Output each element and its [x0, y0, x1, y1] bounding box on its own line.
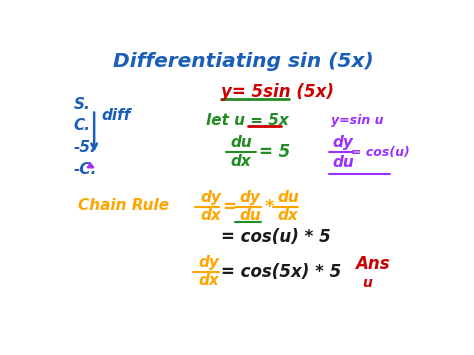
- Text: = 5: = 5: [259, 143, 291, 162]
- Text: dx: dx: [199, 273, 219, 289]
- Text: dy: dy: [333, 135, 354, 150]
- Text: = cos(u): = cos(u): [351, 146, 410, 159]
- Text: C.: C.: [74, 119, 91, 133]
- Text: du: du: [278, 190, 300, 204]
- Text: dy: dy: [239, 190, 260, 204]
- Text: *: *: [264, 198, 273, 215]
- Text: Ans: Ans: [355, 255, 390, 273]
- Text: = cos(5x) * 5: = cos(5x) * 5: [221, 263, 341, 281]
- Text: y= 5sin (5x): y= 5sin (5x): [221, 83, 334, 101]
- Text: Chain Rule: Chain Rule: [78, 198, 169, 213]
- Text: dy: dy: [199, 255, 220, 270]
- Text: -C.: -C.: [74, 162, 97, 177]
- Text: dx: dx: [201, 208, 221, 223]
- Text: u: u: [362, 276, 372, 290]
- Text: let u = 5x: let u = 5x: [206, 113, 289, 128]
- Text: = cos(u) * 5: = cos(u) * 5: [221, 228, 331, 246]
- Text: diff: diff: [101, 108, 131, 122]
- Text: dx: dx: [278, 208, 299, 223]
- Text: =: =: [223, 198, 237, 215]
- Text: du: du: [230, 135, 252, 150]
- Text: y=sin u: y=sin u: [331, 114, 383, 127]
- Text: dx: dx: [230, 154, 251, 169]
- Text: du: du: [239, 208, 261, 223]
- Text: S.: S.: [74, 97, 91, 111]
- Text: Differentiating sin (5x): Differentiating sin (5x): [112, 52, 374, 71]
- Text: dy: dy: [201, 190, 221, 204]
- Text: du: du: [333, 155, 355, 170]
- Text: -5.: -5.: [74, 140, 97, 155]
